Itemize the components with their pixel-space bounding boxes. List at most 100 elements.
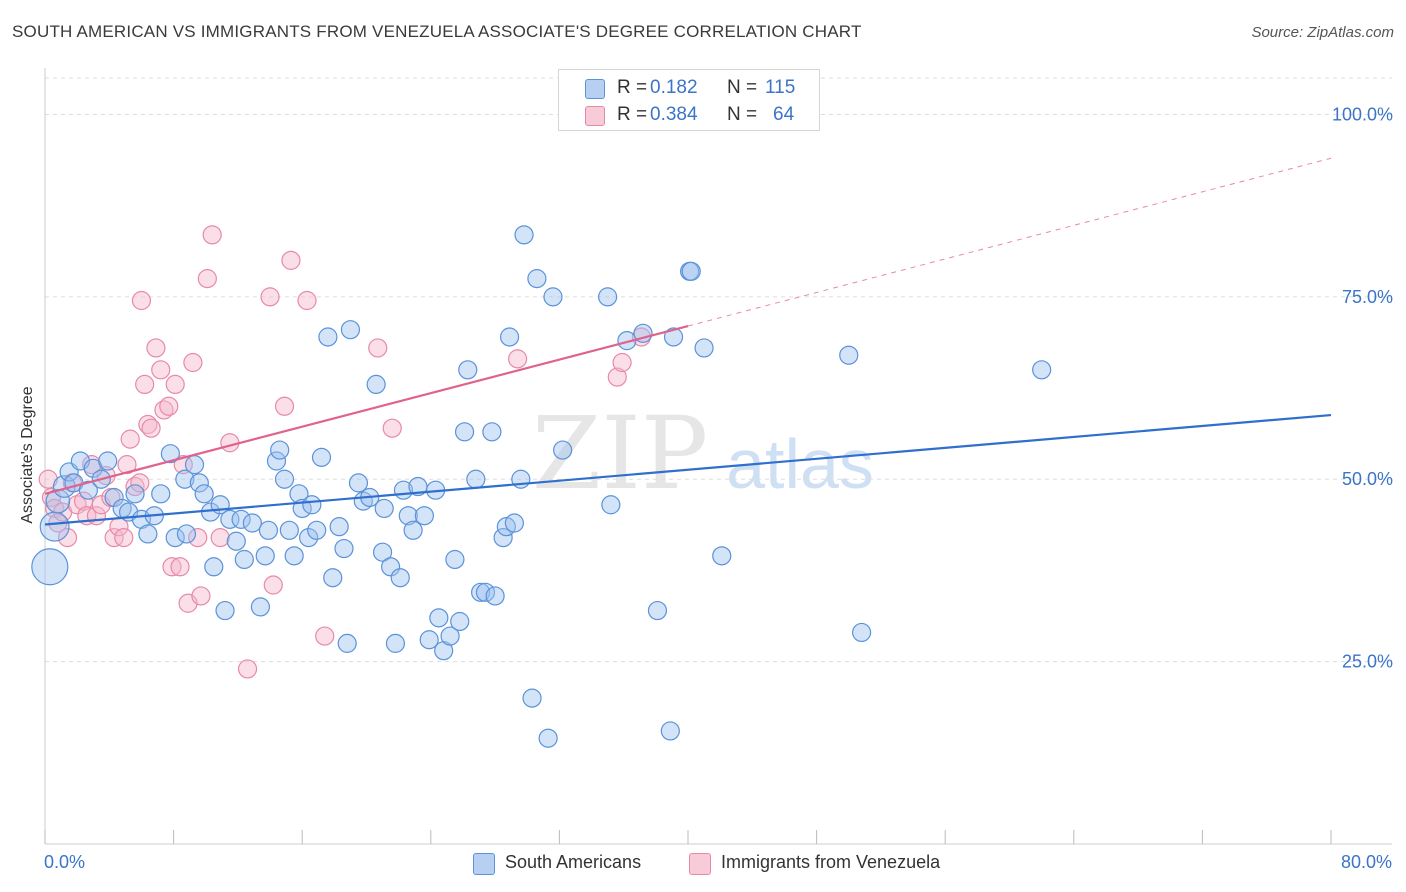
south-american-point: [194, 484, 214, 504]
south-american-point: [258, 520, 279, 540]
chart-title: SOUTH AMERICAN VS IMMIGRANTS FROM VENEZU…: [12, 22, 862, 41]
venezuela-point: [263, 575, 283, 595]
pink-swatch: [585, 106, 605, 126]
south-american-point: [299, 527, 319, 548]
venezuela-point: [297, 290, 317, 311]
source-credit: Source: ZipAtlas.com: [1251, 24, 1394, 41]
south-american-point: [527, 269, 547, 289]
n-label: N =: [727, 77, 758, 98]
south-american-point: [601, 495, 621, 515]
south-american-point: [279, 520, 299, 540]
south-american-point: [189, 473, 209, 493]
south-american-point: [138, 524, 158, 544]
south-american-point: [242, 513, 262, 533]
south-american-point: [385, 633, 406, 653]
r-value: 0.384: [650, 104, 698, 125]
south-american-point: [104, 487, 124, 508]
venezuela-point: [315, 626, 335, 646]
south-american-point: [466, 469, 486, 489]
south-american-point: [694, 338, 714, 358]
south-american-point: [681, 261, 701, 281]
stats-legend: R = 0.182 N = 115 R = 0.384 N = 64: [558, 69, 820, 131]
venezuela-point: [104, 527, 124, 548]
south-american-point: [485, 586, 505, 606]
south-american-trend-line: [44, 413, 1332, 526]
south-american-point: [839, 345, 859, 365]
south-american-point: [215, 600, 235, 621]
axes: [44, 68, 1392, 845]
south-american-point: [266, 451, 287, 471]
south-american-point: [647, 600, 668, 621]
south-american-point: [334, 538, 354, 559]
south-american-point: [390, 568, 410, 588]
south-american-point: [234, 549, 254, 570]
venezuela-point: [162, 557, 182, 577]
south-american-point: [538, 728, 558, 748]
south-american-point: [274, 469, 295, 489]
venezuela-point: [130, 473, 150, 493]
venezuela-point: [183, 352, 203, 373]
y-tick-label: 25.0%: [1342, 652, 1393, 672]
south-american-point: [471, 582, 491, 602]
watermark-zip: ZIP: [532, 395, 708, 512]
south-american-point: [712, 546, 732, 566]
y-tick-labels: 25.0% 50.0% 75.0% 100.0%: [1332, 104, 1393, 671]
venezuela-point: [237, 659, 258, 679]
venezuela-point: [135, 374, 155, 394]
venezuela-point: [260, 287, 280, 307]
venezuela-point: [191, 586, 211, 606]
south-american-point: [553, 440, 573, 460]
south-american-point: [482, 422, 502, 442]
venezuela-points: [38, 225, 651, 679]
south-american-point: [125, 484, 145, 504]
south-american-point: [270, 440, 290, 460]
south-american-point: [499, 327, 520, 347]
venezuela-point: [202, 225, 222, 245]
gridlines: [45, 77, 1392, 663]
south-american-point: [450, 611, 470, 632]
south-american-point: [340, 320, 361, 340]
south-american-point: [598, 287, 618, 307]
south-american-point: [220, 509, 240, 529]
south-american-point: [323, 568, 343, 588]
south-american-point: [475, 582, 496, 602]
south-american-point: [184, 455, 205, 475]
south-american-points: [31, 225, 1052, 748]
south-american-point: [445, 549, 465, 570]
venezuela-point: [170, 557, 190, 577]
blue-swatch: [473, 853, 495, 875]
south-american-point: [39, 511, 70, 542]
south-american-point: [429, 608, 449, 628]
venezuela-point: [368, 338, 388, 358]
south-american-point: [504, 513, 524, 533]
venezuela-point: [197, 269, 217, 289]
y-tick-label: 50.0%: [1342, 469, 1393, 489]
south-american-point: [284, 546, 304, 566]
south-american-point: [151, 484, 171, 504]
venezuela-point: [508, 349, 528, 369]
y-tick-label: 75.0%: [1342, 287, 1393, 307]
south-american-point: [175, 469, 195, 489]
south-american-point: [255, 546, 275, 566]
south-american-point: [98, 451, 118, 471]
south-american-point: [337, 633, 357, 653]
r-label: R =: [617, 104, 648, 125]
venezuela-point: [188, 527, 208, 548]
south-american-point: [302, 495, 322, 515]
legend-label: Immigrants from Venezuela: [721, 852, 941, 872]
south-american-point: [78, 480, 99, 500]
venezuela-trend-extension: [687, 157, 1332, 327]
venezuela-point: [165, 374, 185, 394]
south-american-point: [329, 517, 349, 537]
venezuela-trend-line: [44, 324, 689, 495]
south-american-point: [454, 422, 475, 442]
n-value: 64: [773, 104, 795, 125]
blue-swatch: [585, 79, 605, 99]
south-american-point: [458, 360, 478, 380]
venezuela-point: [114, 527, 134, 548]
venezuela-point: [159, 396, 179, 416]
south-american-point: [398, 506, 418, 526]
venezuela-point: [220, 433, 240, 453]
south-american-point: [514, 225, 534, 245]
venezuela-point: [151, 360, 171, 380]
